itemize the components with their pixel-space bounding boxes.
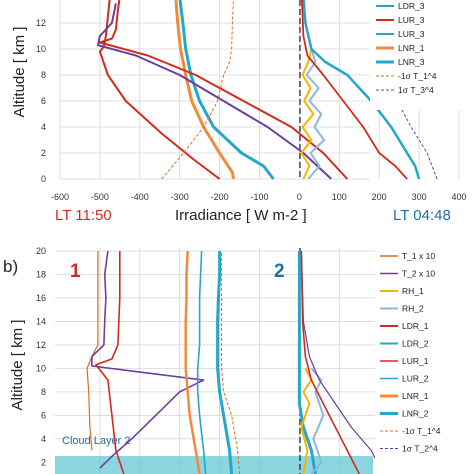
panel-b-y-tick-label: 6 <box>41 410 46 420</box>
legend-entry: T_1 x 10 <box>402 251 435 261</box>
marker-right: 2 <box>274 261 285 282</box>
panel-a-x-tick-label: -300 <box>171 192 189 202</box>
legend-entry: T_2 x 10 <box>402 269 435 279</box>
left-time-label: LT 11:50 <box>55 207 112 224</box>
panel-b-y-tick-label: 2 <box>41 457 46 467</box>
panel-a-y-tick-label: 2 <box>41 148 46 158</box>
panel-b-series-lnr-2 <box>216 251 234 474</box>
panel-a-x-tick-label: 100 <box>332 192 347 202</box>
panel-a-series-rh-3 <box>305 48 326 180</box>
panel-b-series-rh-2 <box>310 367 325 474</box>
panel-a-series-lnr-3 <box>178 0 275 180</box>
legend-entry: LUR_1 <box>402 356 429 366</box>
cloud-layer-label: Cloud Layer 2 <box>62 435 131 447</box>
panel-a-x-tick-label: 200 <box>372 192 387 202</box>
panel-b-y-tick-label: 20 <box>36 246 46 256</box>
legend-entry: -1σ T_1^4 <box>398 71 437 81</box>
panel-a: Altitude [ km ] 0 2 4 6 8 10 12 14 -600 -500 -400… <box>11 0 474 224</box>
panel-b-y-tick-label: 14 <box>36 316 46 326</box>
panel-b-y-ticks: 2 4 6 8 10 12 14 16 18 20 <box>36 246 46 467</box>
panel-a-series-lnr-1 <box>174 0 236 180</box>
panel-b-y-tick-label: 12 <box>36 340 46 350</box>
panel-b-series <box>86 250 432 474</box>
legend-entry: LDR_3 <box>398 1 425 11</box>
panel-a-series-t-1-x-10 <box>161 0 234 180</box>
panel-b-series-lnr-1 <box>184 250 201 474</box>
legend-entry: LNR_2 <box>402 409 429 419</box>
panel-a-x-ticks: -600 -500 -400 -300 -200 -100 0 100 200 300 400 <box>51 192 467 202</box>
x-axis-label: Irradiance [ W m-2 ] <box>175 207 307 224</box>
panel-b-series-t-2-x-10 <box>91 250 205 469</box>
panel-a-x-tick-label: 300 <box>412 192 427 202</box>
panel-b-series-lur-1 <box>300 250 384 474</box>
legend-entry: LNR_1 <box>402 391 429 401</box>
panel-a-y-tick-label: 14 <box>36 0 46 2</box>
panel-a-y-tick-label: 10 <box>36 44 46 54</box>
panel-b-series-t-1-x-10 <box>86 251 99 451</box>
panel-a-y-tick-label: 4 <box>41 122 46 132</box>
panel-a-y-axis-label: Altitude [ km ] <box>11 27 28 118</box>
panel-b-label: b) <box>3 257 18 276</box>
legend-entry: LNR_1 <box>398 43 425 53</box>
panel-b-y-tick-label: 16 <box>36 293 46 303</box>
panel-a-y-tick-label: 0 <box>41 174 46 184</box>
panel-a-y-tick-label: 6 <box>41 96 46 106</box>
panel-a-x-tick-label: -400 <box>131 192 149 202</box>
panel-a-y-tick-label: 8 <box>41 70 46 80</box>
panel-a-series-lur-3 <box>302 0 421 180</box>
panel-b-y-tick-label: 10 <box>36 363 46 373</box>
legend-entry: LUR_3 <box>398 15 425 25</box>
panel-a-x-tick-label: 400 <box>451 192 466 202</box>
cloud-layer-band <box>55 456 373 474</box>
legend-entry: RH_2 <box>402 304 424 314</box>
panel-a-y-tick-label: 12 <box>36 18 46 28</box>
panel-b-legend: T_1 x 10 T_2 x 10 RH_1 RH_2 LDR_1 LDR_2 LUR_1 L… <box>380 251 441 454</box>
legend-entry: LUR_2 <box>402 374 429 384</box>
panel-a-x-tick-label: -200 <box>211 192 229 202</box>
panel-b-series-lur-2 <box>196 250 207 474</box>
panel-b-y-axis-label: Altitude [ km ] <box>9 320 26 411</box>
panel-b-y-tick-label: 4 <box>41 434 46 444</box>
panel-a-series-lur-1 <box>98 0 221 180</box>
panel-a-x-tick-label: -500 <box>91 192 109 202</box>
panel-b-series-ldr-1 <box>95 251 125 474</box>
marker-left: 1 <box>70 261 81 282</box>
panel-a-series-ldr-1 <box>98 0 349 180</box>
legend-entry: LUR_3 <box>398 29 425 39</box>
panel-a-y-ticks: 0 2 4 6 8 10 12 14 <box>36 0 46 184</box>
legend-entry: 1σ T_2^4 <box>402 444 438 454</box>
legend-entry: LNR_3 <box>398 57 425 67</box>
panel-a-legend: LDR_3 LUR_3 LUR_3 LNR_1 LNR_3 -1σ T_1^4 1σ T_3… <box>376 1 437 95</box>
panel-b-y-tick-label: 8 <box>41 387 46 397</box>
legend-entry: LDR_2 <box>402 339 429 349</box>
panel-a-series-lur-3b <box>301 0 408 180</box>
panel-b-series-lnr-2b <box>300 250 361 474</box>
panel-b-y-tick-label: 18 <box>36 269 46 279</box>
right-time-label: LT 04:48 <box>393 207 451 224</box>
panel-a-series-ldr-3 <box>96 3 332 180</box>
panel-a-legend-box <box>370 0 474 110</box>
panel-a-x-tick-label: 0 <box>297 192 302 202</box>
legend-entry: -1σ T_1^4 <box>402 426 441 436</box>
panel-b-series-ldr-2 <box>297 251 317 474</box>
panel-a-x-tick-label: -600 <box>51 192 69 202</box>
panel-b-series-1-t-1-4 <box>221 251 241 474</box>
legend-entry: RH_1 <box>402 286 424 296</box>
legend-entry: LDR_1 <box>402 321 429 331</box>
legend-entry: 1σ T_3^4 <box>398 85 434 95</box>
panel-a-x-tick-label: -100 <box>250 192 268 202</box>
panel-a-series-rh-1 <box>300 48 315 180</box>
